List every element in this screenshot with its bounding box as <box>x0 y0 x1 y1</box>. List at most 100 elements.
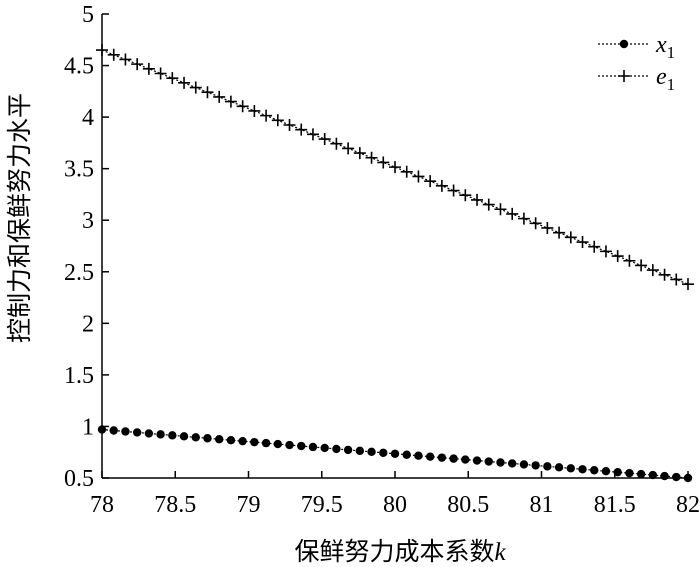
data-point-x1 <box>461 455 470 464</box>
data-point-e1 <box>576 236 589 249</box>
data-point-x1 <box>414 451 423 460</box>
data-point-e1 <box>471 193 484 206</box>
y-tick-label: 2.5 <box>64 260 94 286</box>
data-point-x1 <box>215 435 224 444</box>
x-axis-title: 保鲜努力成本系数k <box>294 537 506 566</box>
data-point-x1 <box>355 446 365 456</box>
data-point-x1 <box>636 469 646 479</box>
data-point-x1 <box>332 444 341 454</box>
data-point-e1 <box>529 217 542 230</box>
x-axis-ticks: 78 78.5 79 79.5 80 80.5 81 81.5 82 <box>90 471 700 518</box>
legend-item-x1: x1 <box>598 32 675 62</box>
x-tick-label: 82 <box>676 492 700 518</box>
data-point-e1 <box>283 118 296 131</box>
data-point-e1 <box>588 240 601 253</box>
data-point-e1 <box>412 170 425 183</box>
data-point-x1 <box>132 428 142 437</box>
data-point-x1 <box>660 471 669 481</box>
data-point-x1 <box>531 461 540 470</box>
data-point-x1 <box>566 464 575 473</box>
y-tick-label: 1 <box>82 414 94 440</box>
y-axis-title: 控制力和保鲜努力水平 <box>5 93 34 343</box>
x-tick-label: 80.5 <box>447 492 489 518</box>
data-point-e1 <box>400 165 413 178</box>
data-point-x1 <box>625 468 634 478</box>
data-point-x1 <box>168 431 177 440</box>
data-point-x1 <box>425 452 435 461</box>
data-point-e1 <box>447 184 460 197</box>
legend-item-e1: e1 <box>598 64 675 94</box>
data-point-x1 <box>203 434 212 443</box>
data-point-e1 <box>213 90 226 103</box>
data-point-e1 <box>201 86 214 99</box>
data-point-e1 <box>635 259 648 272</box>
y-tick-label: 3 <box>82 208 94 234</box>
data-point-x1 <box>519 460 529 469</box>
data-point-e1 <box>658 268 671 281</box>
data-point-e1 <box>623 254 636 267</box>
data-point-x1 <box>672 472 681 482</box>
data-point-e1 <box>318 133 331 146</box>
data-point-e1 <box>248 104 261 117</box>
data-point-x1 <box>343 445 353 455</box>
data-point-e1 <box>306 128 319 141</box>
data-point-x1 <box>484 457 493 466</box>
data-point-x1 <box>156 430 165 439</box>
legend-label: x1 <box>655 32 675 62</box>
data-point-e1 <box>353 147 366 160</box>
data-point-x1 <box>297 441 306 451</box>
data-point-e1 <box>424 175 437 188</box>
series-x1 <box>97 425 693 483</box>
data-point-x1 <box>144 429 154 438</box>
data-point-x1 <box>590 466 599 475</box>
data-point-x1 <box>472 456 482 465</box>
legend-marker <box>618 70 630 82</box>
data-point-e1 <box>342 142 355 155</box>
data-point-x1 <box>109 426 118 435</box>
data-point-e1 <box>154 67 167 80</box>
data-point-x1 <box>613 467 622 477</box>
data-point-x1 <box>683 473 693 483</box>
data-point-e1 <box>365 151 378 164</box>
y-tick-label: 3.5 <box>64 157 94 183</box>
data-point-e1 <box>682 278 694 291</box>
x-tick-label: 79.5 <box>301 492 343 518</box>
data-point-x1 <box>121 427 130 436</box>
y-tick-label: 4.5 <box>64 54 94 80</box>
data-point-e1 <box>142 62 155 75</box>
data-point-x1 <box>449 454 458 463</box>
data-point-x1 <box>273 439 282 449</box>
data-point-x1 <box>179 432 189 441</box>
x-tick-label: 81.5 <box>594 492 636 518</box>
data-point-x1 <box>601 467 611 476</box>
data-point-x1 <box>238 436 247 446</box>
data-point-x1 <box>496 458 505 467</box>
data-point-e1 <box>646 264 659 277</box>
data-point-e1 <box>271 114 284 127</box>
data-point-x1 <box>508 459 517 468</box>
y-tick-label: 5 <box>82 2 94 28</box>
data-point-x1 <box>554 463 564 472</box>
y-tick-label: 0.5 <box>64 466 94 492</box>
data-point-x1 <box>250 437 259 447</box>
data-point-e1 <box>178 76 191 89</box>
data-point-x1 <box>367 447 376 457</box>
data-point-x1 <box>379 448 388 457</box>
data-point-e1 <box>599 245 612 258</box>
data-point-e1 <box>131 58 144 71</box>
data-point-e1 <box>389 161 401 174</box>
data-point-x1 <box>226 435 236 445</box>
x-tick-label: 81 <box>530 492 554 518</box>
data-point-e1 <box>330 137 343 150</box>
series-layer <box>96 44 694 483</box>
data-point-x1 <box>578 465 587 474</box>
data-point-e1 <box>459 189 472 202</box>
data-point-e1 <box>236 100 249 113</box>
data-point-e1 <box>670 273 683 286</box>
series-line-e1 <box>101 49 689 285</box>
data-point-x1 <box>437 453 447 462</box>
y-tick-label: 4 <box>82 105 94 131</box>
data-point-x1 <box>648 470 658 480</box>
